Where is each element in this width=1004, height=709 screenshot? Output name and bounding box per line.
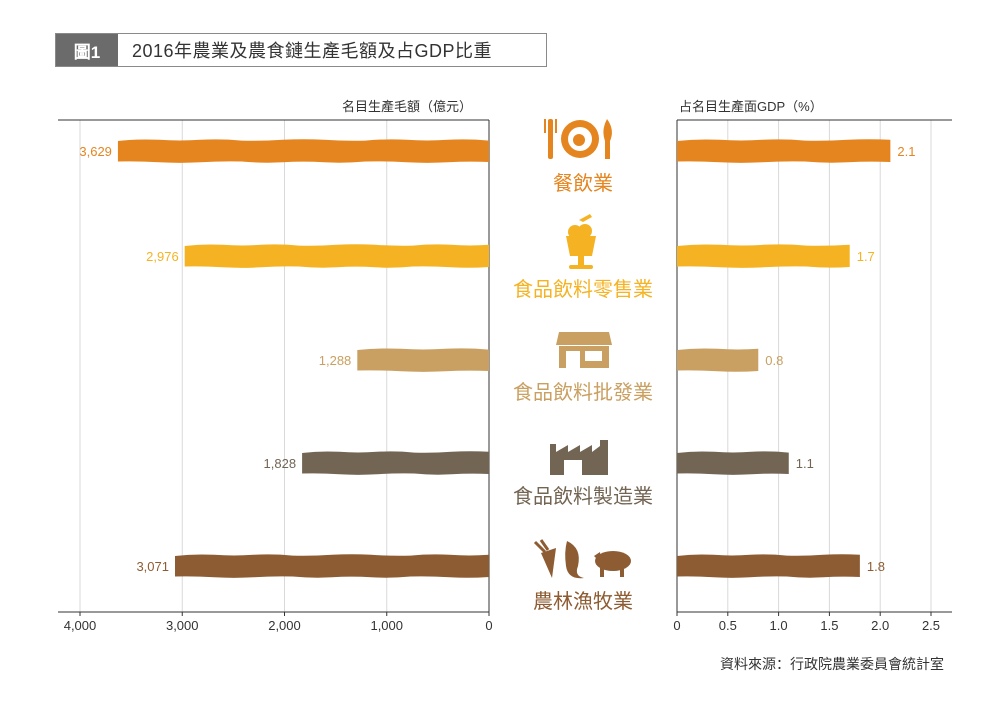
left-bar (184, 244, 490, 268)
left-bar (357, 348, 489, 372)
category-icons (533, 119, 631, 579)
right-value-label: 2.1 (897, 144, 915, 159)
figure-tag: 圖1 (56, 34, 118, 66)
left-tick-label: 1,000 (370, 618, 403, 633)
right-bar (677, 451, 789, 475)
right-tick-label: 0.5 (719, 618, 737, 633)
figure-title: 2016年農業及農食鏈生產毛額及占GDP比重 (132, 41, 493, 61)
left-chart-bars: 3,629 2,976 1,288 1,828 3,071 (79, 139, 490, 578)
right-tick-label: 0 (673, 618, 680, 633)
factory-icon (550, 440, 608, 475)
storefront-icon (556, 332, 612, 368)
left-tick-label: 3,000 (166, 618, 199, 633)
left-value-label: 1,828 (264, 456, 297, 471)
category-label: 農林漁牧業 (533, 590, 633, 613)
right-tick-label: 1.0 (770, 618, 788, 633)
right-bar (677, 348, 759, 372)
left-value-label: 1,288 (319, 353, 352, 368)
right-tick-label: 2.5 (922, 618, 940, 633)
right-value-label: 0.8 (765, 353, 783, 368)
category-label: 食品飲料零售業 (513, 278, 653, 301)
left-axis-title: 名目生產毛額（億元） (342, 99, 473, 114)
carrot-fish-pig-icon (533, 539, 631, 579)
left-value-label: 3,071 (136, 559, 169, 574)
left-bar (117, 139, 489, 163)
right-tick-label: 2.0 (871, 618, 889, 633)
source-note: 資料來源：行政院農業委員會統計室 (720, 656, 944, 672)
left-tick-label: 0 (485, 618, 492, 633)
left-bar (302, 451, 489, 475)
right-axis-title: 占名目生產面GDP（%） (679, 99, 823, 114)
left-bar (174, 554, 490, 578)
drink-cup-icon (566, 214, 596, 269)
right-tick-label: 1.5 (820, 618, 838, 633)
category-label: 食品飲料製造業 (513, 485, 653, 508)
right-bar (677, 554, 860, 578)
right-value-label: 1.1 (796, 456, 814, 471)
left-tick-label: 2,000 (268, 618, 301, 633)
left-tick-label: 4,000 (64, 618, 97, 633)
right-chart-bars: 2.1 1.7 0.8 1.1 1.8 (677, 139, 915, 578)
left-value-label: 2,976 (146, 249, 179, 264)
plate-fork-knife-icon (544, 119, 612, 159)
figure-title-box: 圖1 2016年農業及農食鏈生產毛額及占GDP比重 (55, 33, 547, 67)
right-value-label: 1.7 (857, 249, 875, 264)
right-bar (677, 139, 891, 163)
right-bar (677, 244, 850, 268)
category-label: 食品飲料批發業 (513, 381, 653, 404)
left-value-label: 3,629 (79, 144, 112, 159)
right-value-label: 1.8 (867, 559, 885, 574)
category-label: 餐飲業 (553, 172, 613, 195)
